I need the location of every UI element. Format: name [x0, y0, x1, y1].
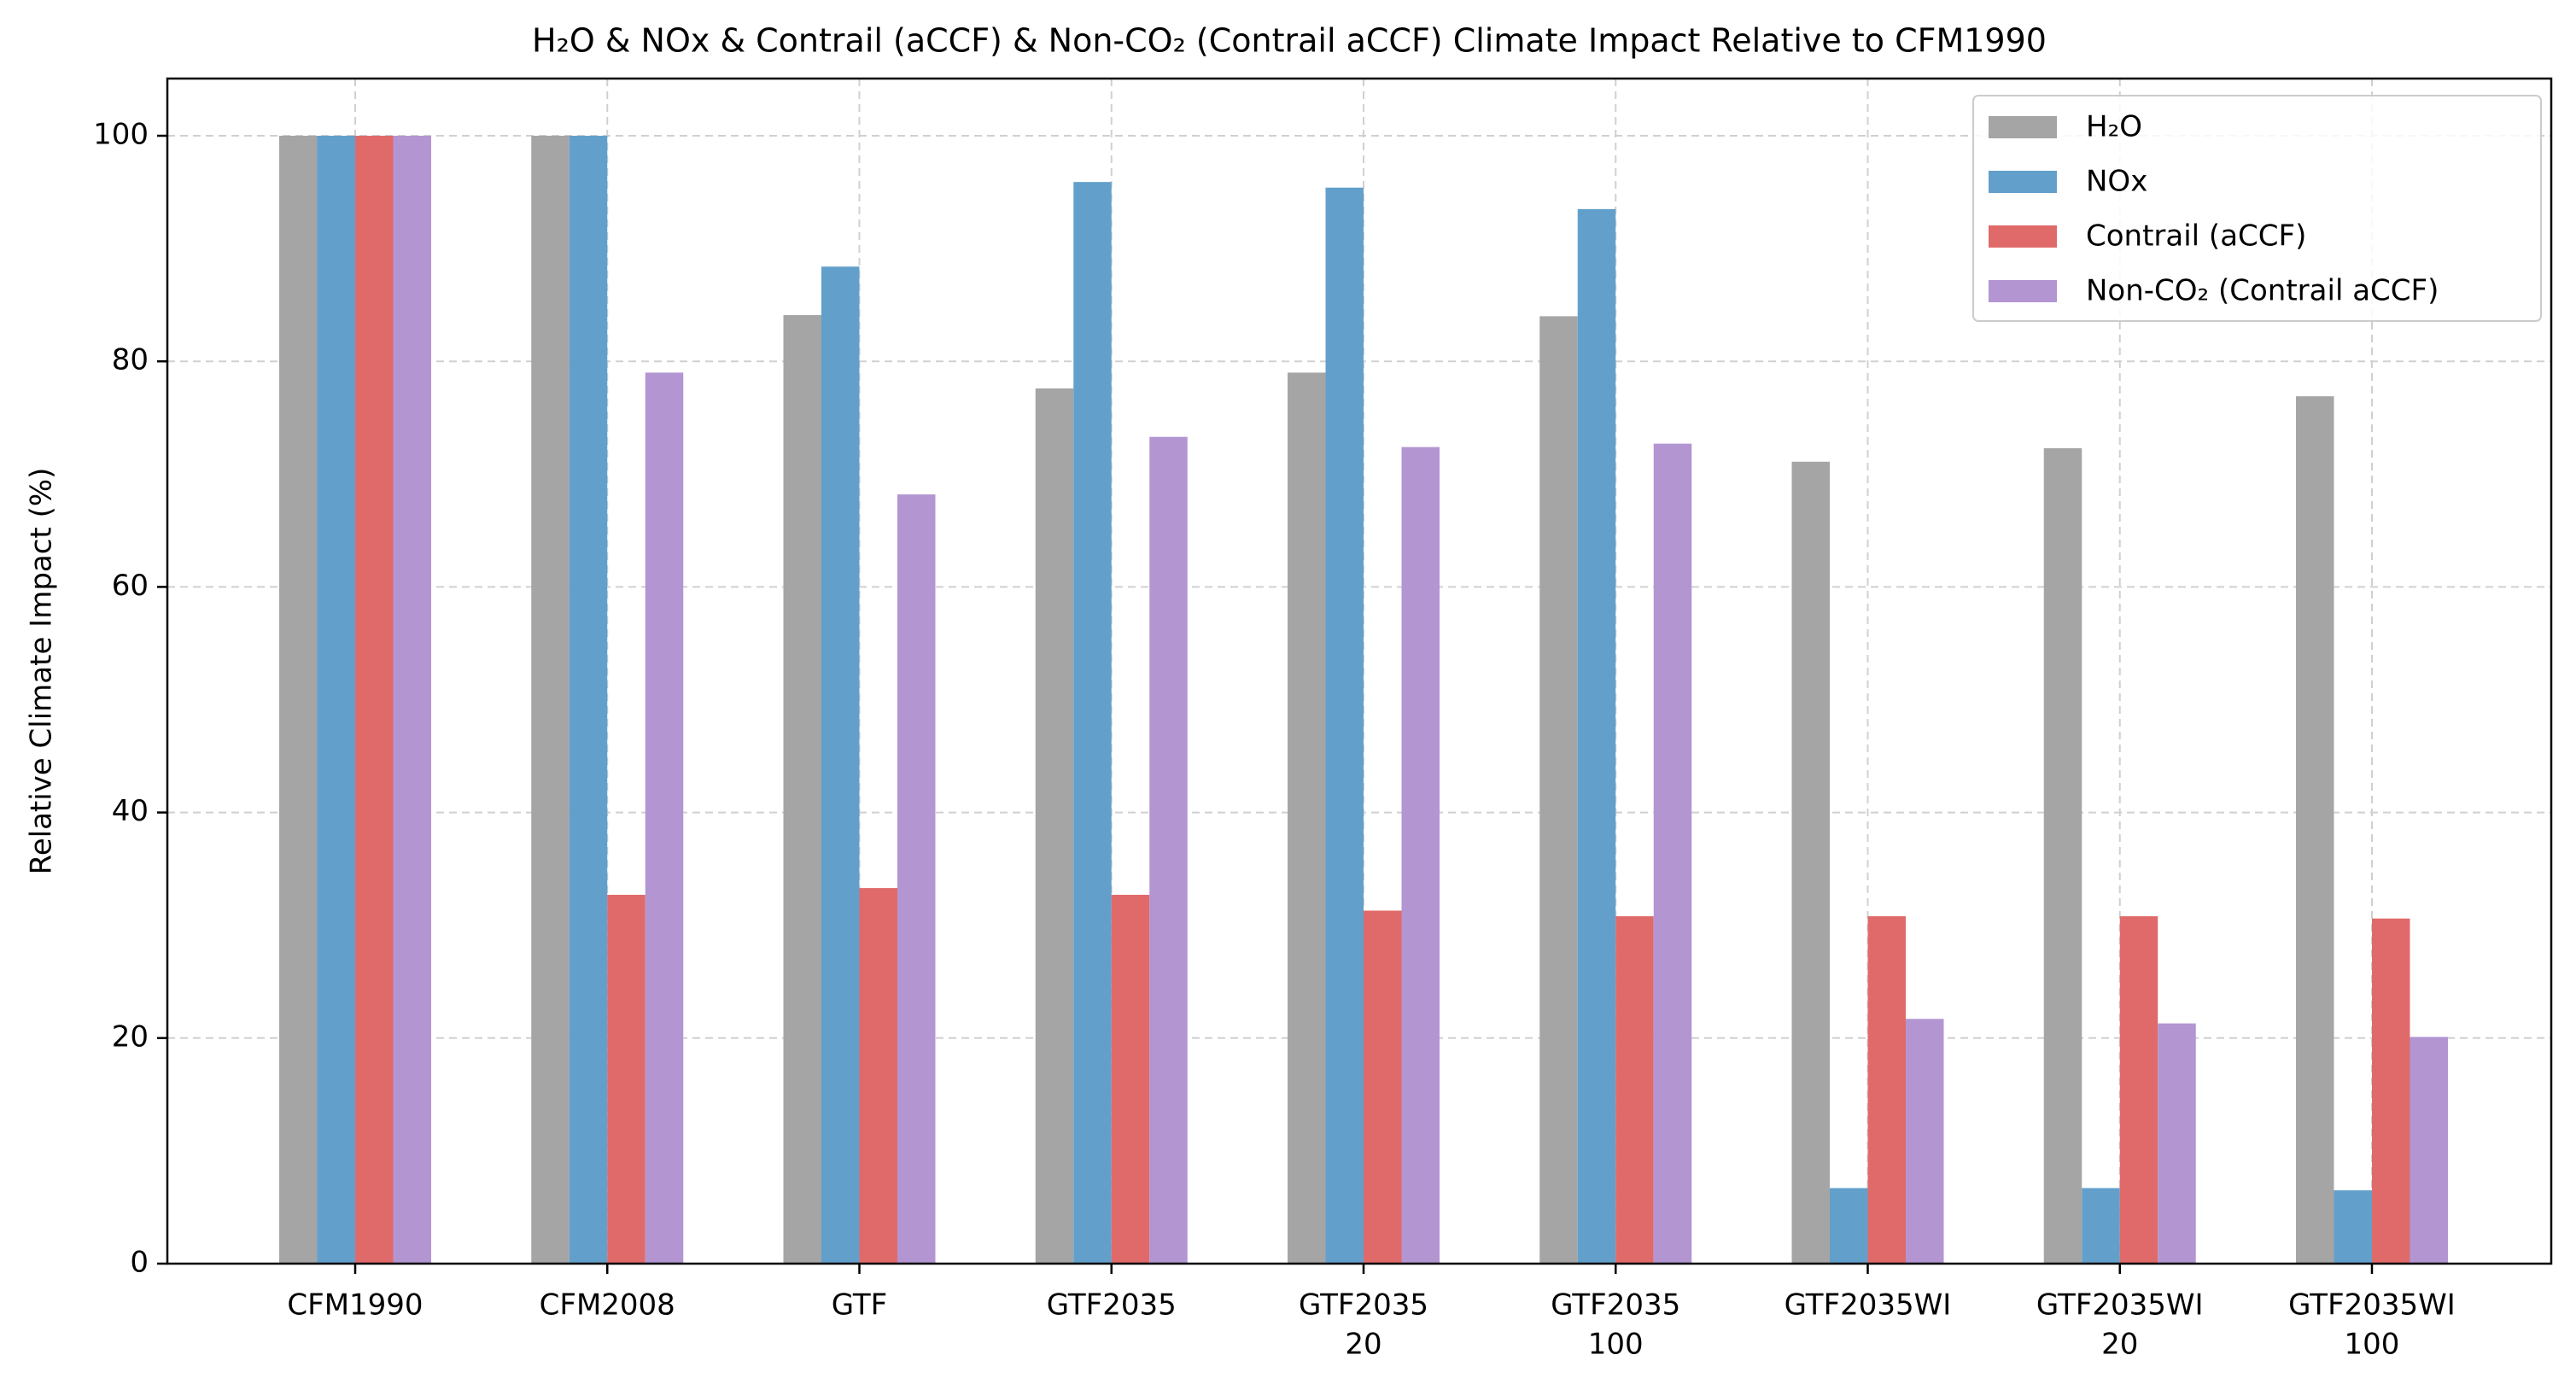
- bar: [1791, 461, 1830, 1264]
- x-tick-label: GTF2035: [1551, 1288, 1680, 1323]
- bar: [1035, 388, 1074, 1264]
- bar: [279, 136, 318, 1264]
- bar: [2158, 1023, 2196, 1264]
- x-tick-label: CFM2008: [540, 1288, 675, 1323]
- bar: [2082, 1188, 2120, 1264]
- bar: [821, 266, 860, 1264]
- bar: [2043, 447, 2082, 1264]
- bar: [1364, 910, 1402, 1264]
- legend-label: H₂O: [2086, 110, 2142, 144]
- bar: [355, 136, 394, 1264]
- x-tick-label: GTF2035: [1047, 1288, 1177, 1323]
- x-tick-label: GTF2035WI: [1785, 1288, 1952, 1323]
- legend-swatch: [1989, 171, 2057, 193]
- bar: [393, 136, 431, 1264]
- bar: [531, 136, 570, 1264]
- x-tick-label: 100: [1588, 1328, 1644, 1362]
- bar: [1073, 182, 1112, 1264]
- bar: [2296, 396, 2334, 1264]
- bars: [279, 136, 2448, 1264]
- legend: H₂O NOx Contrail (aCCF) Non-CO₂ (Contrail a…: [1972, 95, 2542, 322]
- x-tick-label: 100: [2345, 1328, 2400, 1362]
- bar: [1867, 916, 1906, 1264]
- x-tick-label: GTF: [832, 1288, 887, 1323]
- bar: [1653, 443, 1692, 1264]
- x-tick-label: GTF2035WI: [2288, 1288, 2456, 1323]
- bar: [1906, 1019, 1944, 1264]
- legend-swatch: [1989, 116, 2057, 138]
- x-tick-label: 20: [1345, 1328, 1381, 1362]
- bar: [1615, 916, 1654, 1264]
- bar: [317, 136, 355, 1264]
- bar: [1288, 372, 1326, 1264]
- bar: [1325, 187, 1364, 1264]
- y-tick-label: 40: [112, 794, 149, 828]
- x-tick-label: CFM1990: [287, 1288, 423, 1323]
- bar: [1539, 316, 1578, 1264]
- x-axis: CFM1990 CFM2008 GTF GTF2035 GTF2035 20 GTF2035…: [287, 1264, 2456, 1362]
- bar: [1149, 436, 1188, 1264]
- legend-box: [1972, 95, 2542, 322]
- y-tick-label: 100: [93, 118, 149, 152]
- bar: [569, 136, 608, 1264]
- bar: [1577, 208, 1616, 1264]
- bar: [783, 315, 821, 1264]
- chart-title: H₂O & NOx & Contrail (aCCF) & Non-CO₂ (C…: [532, 22, 2047, 60]
- legend-swatch: [1989, 280, 2057, 302]
- y-axis-label: Relative Climate Impact (%): [25, 468, 59, 875]
- legend-label: NOx: [2086, 165, 2147, 199]
- x-tick-label: GTF2035: [1299, 1288, 1428, 1323]
- bar: [1111, 895, 1150, 1264]
- legend-label: Non-CO₂ (Contrail aCCF): [2086, 274, 2439, 308]
- bar: [1830, 1188, 1868, 1264]
- plot-frame: [166, 77, 2553, 1265]
- y-axis: 0 20 40 60 80 100: [93, 118, 167, 1280]
- legend-swatch: [1989, 225, 2057, 248]
- legend-label: Contrail (aCCF): [2086, 219, 2306, 254]
- bar: [607, 895, 645, 1264]
- bar: [2410, 1037, 2448, 1264]
- bar: [1401, 447, 1440, 1264]
- bar: [897, 494, 936, 1264]
- y-tick-label: 60: [112, 569, 149, 603]
- x-tick-label: 20: [2101, 1328, 2138, 1362]
- bar: [2372, 918, 2410, 1264]
- x-tick-label: GTF2035WI: [2036, 1288, 2204, 1323]
- y-tick-label: 0: [130, 1246, 149, 1280]
- y-tick-label: 80: [112, 343, 149, 377]
- bar: [2334, 1190, 2372, 1264]
- bar: [645, 372, 684, 1264]
- bar: [2119, 916, 2158, 1264]
- y-tick-label: 20: [112, 1019, 149, 1054]
- bar: [859, 888, 897, 1264]
